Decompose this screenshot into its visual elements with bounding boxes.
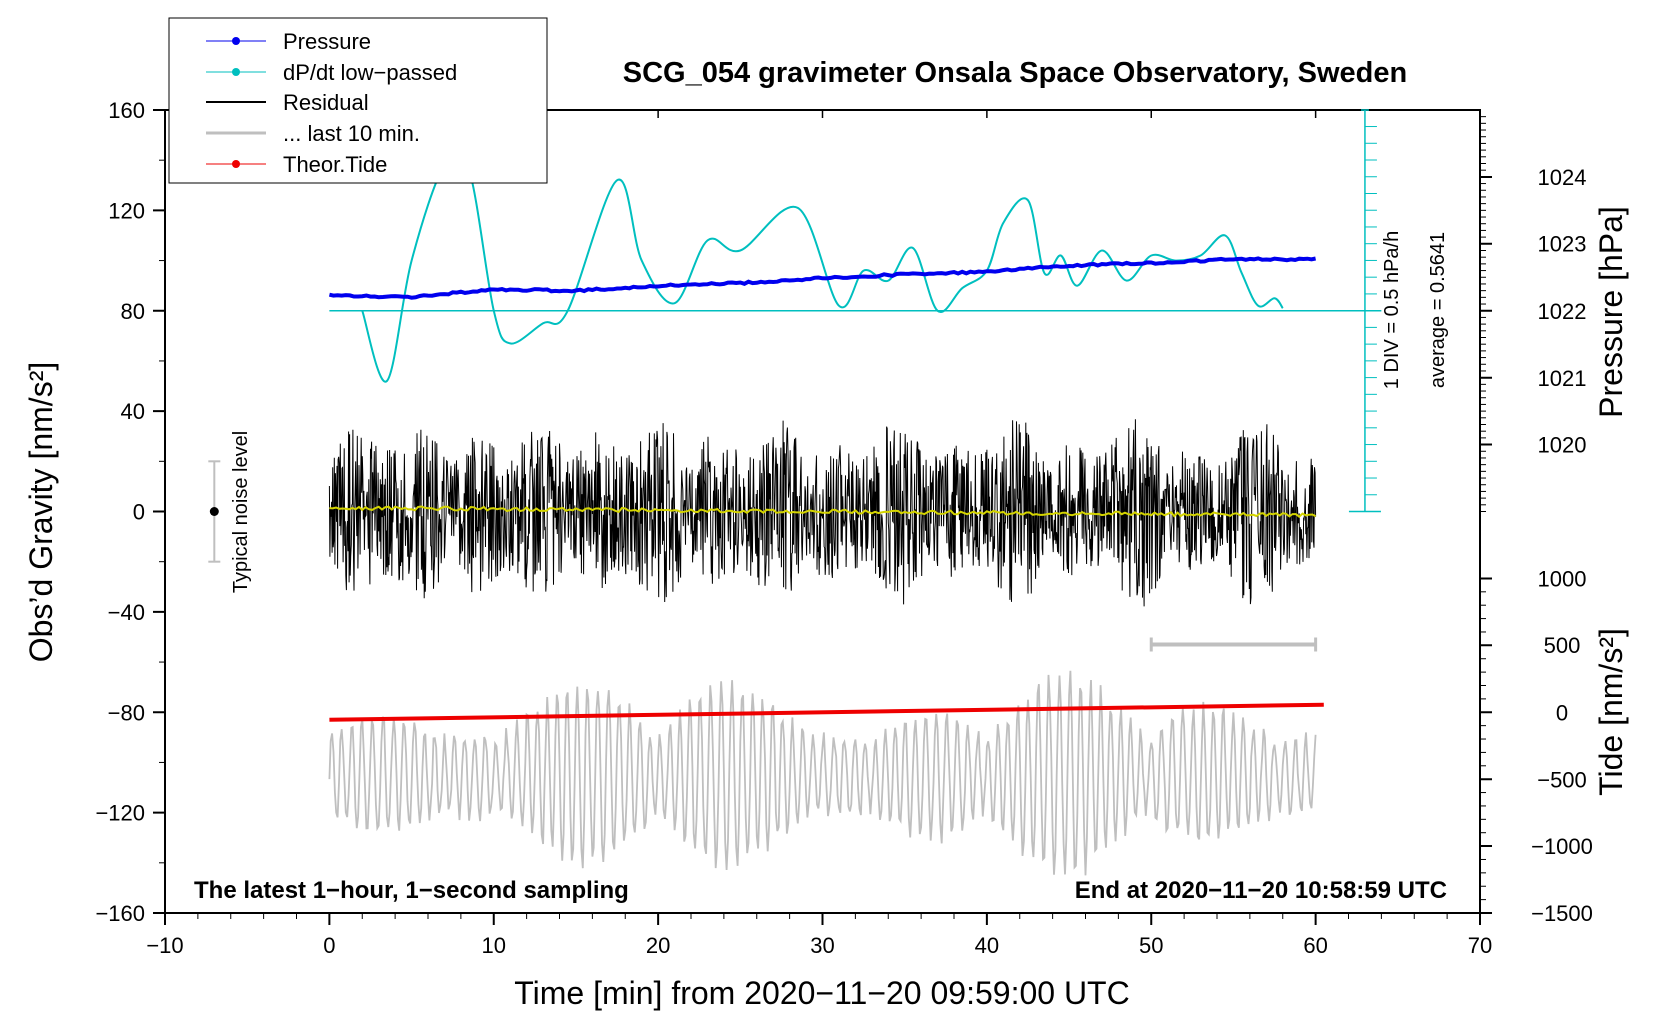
pressure-tick-label: 1021 [1538, 366, 1587, 391]
scale-label-average: average = 0.5641 [1427, 232, 1449, 388]
x-tick-label: 40 [975, 933, 999, 958]
x-tick-label: −10 [146, 933, 183, 958]
series-dpdt [361, 151, 1284, 383]
tide-tick-label: 1000 [1538, 567, 1587, 592]
y-axis-title-tide: Tide [nm/s²] [1593, 628, 1629, 796]
x-axis-title: Time [min] from 2020−11−20 09:59:00 UTC [514, 975, 1129, 1011]
y-tick-label: −80 [108, 700, 145, 725]
note-left: The latest 1−hour, 1−second sampling [194, 877, 629, 904]
x-tick-label: 60 [1303, 933, 1327, 958]
y-tick-label: −120 [95, 801, 145, 826]
pressure-tick-label: 1022 [1538, 299, 1587, 324]
y-axis-title-left: Obs’d Gravity [nm/s²] [23, 362, 59, 663]
tide-tick-label: 500 [1544, 633, 1581, 658]
legend-marker-tide [232, 160, 240, 168]
y-axis-title-pressure: Pressure [hPa] [1593, 206, 1629, 418]
y-tick-label: −40 [108, 600, 145, 625]
tide-tick-label: −1000 [1531, 834, 1593, 859]
y-tick-labels: 160 120 80 40 0 −40 −80 −120 −160 [95, 98, 145, 926]
series-last-10-min [328, 670, 1317, 876]
x-tick-label: 30 [810, 933, 834, 958]
pressure-tick-label: 1024 [1538, 165, 1587, 190]
legend: Pressure dP/dt low−passed Residual ... l… [168, 17, 548, 184]
legend-label-residual: Residual [283, 90, 369, 115]
series-pressure [328, 256, 1316, 300]
legend-label-last10: ... last 10 min. [283, 121, 420, 146]
y-tick-label: 120 [108, 198, 145, 223]
x-tick-label: 10 [482, 933, 506, 958]
x-tick-label: 20 [646, 933, 670, 958]
x-tick-labels: −10 0 10 20 30 40 50 60 70 [146, 933, 1492, 958]
y-tick-label: 0 [133, 500, 145, 525]
x-tick-label: 0 [323, 933, 335, 958]
y-tick-label: −160 [95, 901, 145, 926]
legend-label-pressure: Pressure [283, 29, 371, 54]
x-tick-label: 70 [1468, 933, 1492, 958]
tide-tick-label: 0 [1556, 700, 1568, 725]
tide-tick-label: −1500 [1531, 901, 1593, 926]
tide-tick-labels: 1000 500 0 −500 −1000 −1500 [1531, 567, 1593, 926]
legend-marker-pressure [232, 37, 240, 45]
series-residual [328, 419, 1317, 607]
legend-label-tide: Theor.Tide [283, 152, 387, 177]
y-tick-label: 160 [108, 98, 145, 123]
x-tick-label: 50 [1139, 933, 1163, 958]
series-theor-tide [329, 702, 1324, 722]
pressure-tick-label: 1020 [1538, 432, 1587, 457]
chart-title: SCG_054 gravimeter Onsala Space Observat… [623, 57, 1407, 89]
legend-marker-dpdt [232, 68, 240, 76]
data-series [208, 109, 1382, 876]
y-tick-label: 80 [121, 299, 145, 324]
pressure-tick-label: 1023 [1538, 232, 1587, 257]
tide-tick-label: −500 [1537, 767, 1587, 792]
note-right: End at 2020−11−20 10:58:59 UTC [1075, 877, 1447, 904]
scale-label-div: 1 DIV = 0.5 hPa/h [1381, 231, 1403, 389]
legend-box [168, 17, 548, 184]
legend-label-dpdt: dP/dt low−passed [283, 60, 457, 85]
pressure-tick-labels: 1024 1023 1022 1021 1020 [1538, 165, 1587, 457]
noise-label: Typical noise level [230, 431, 252, 593]
noise-bar-dot [209, 507, 219, 516]
series-residual-smooth [329, 505, 1317, 519]
major-ticks [153, 109, 1492, 925]
y-tick-label: 40 [121, 399, 145, 424]
